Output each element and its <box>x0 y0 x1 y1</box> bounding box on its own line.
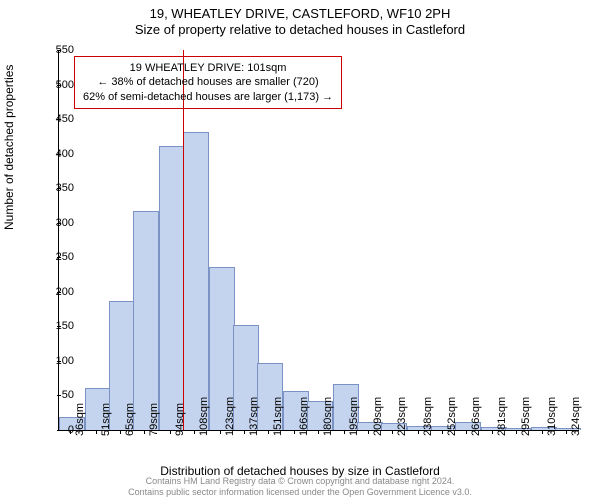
y-axis-label: Number of detached properties <box>2 65 16 230</box>
annotation-line2: ← 38% of detached houses are smaller (72… <box>83 75 333 89</box>
chart-subtitle: Size of property relative to detached ho… <box>0 21 600 37</box>
xtick-mark <box>268 430 269 434</box>
xtick-mark <box>442 430 443 434</box>
chart-container: 19, WHEATLEY DRIVE, CASTLEFORD, WF10 2PH… <box>0 0 600 500</box>
xtick-label: 295sqm <box>520 397 532 436</box>
xtick-label: 266sqm <box>470 397 482 436</box>
footer-attribution: Contains HM Land Registry data © Crown c… <box>0 476 600 498</box>
ytick-mark <box>57 395 61 396</box>
xtick-label: 209sqm <box>372 397 384 436</box>
xtick-mark <box>194 430 195 434</box>
xtick-mark <box>516 430 517 434</box>
ytick-label: 500 <box>34 79 74 91</box>
xtick-mark <box>70 430 71 434</box>
xtick-mark <box>542 430 543 434</box>
chart-title: 19, WHEATLEY DRIVE, CASTLEFORD, WF10 2PH <box>0 0 600 21</box>
ytick-mark <box>57 257 61 258</box>
ytick-label: 550 <box>34 44 74 56</box>
ytick-label: 300 <box>34 217 74 229</box>
ytick-label: 100 <box>34 355 74 367</box>
ytick-mark <box>57 50 61 51</box>
ytick-label: 250 <box>34 251 74 263</box>
histogram-bar <box>183 132 210 430</box>
histogram-bar <box>159 146 186 430</box>
xtick-mark <box>170 430 171 434</box>
xtick-mark <box>466 430 467 434</box>
xtick-mark <box>120 430 121 434</box>
ytick-label: 50 <box>34 389 74 401</box>
xtick-label: 281sqm <box>496 397 508 436</box>
xtick-mark <box>344 430 345 434</box>
xtick-mark <box>418 430 419 434</box>
xtick-label: 238sqm <box>422 397 434 436</box>
xtick-label: 36sqm <box>74 403 86 436</box>
xtick-mark <box>368 430 369 434</box>
ytick-label: 450 <box>34 113 74 125</box>
xtick-label: 108sqm <box>198 397 210 436</box>
ytick-mark <box>57 119 61 120</box>
ytick-mark <box>57 85 61 86</box>
ytick-mark <box>57 223 61 224</box>
ytick-label: 0 <box>34 424 74 436</box>
ytick-label: 350 <box>34 182 74 194</box>
xtick-mark <box>294 430 295 434</box>
xtick-label: 310sqm <box>546 397 558 436</box>
xtick-label: 223sqm <box>396 397 408 436</box>
xtick-label: 65sqm <box>124 403 136 436</box>
ytick-mark <box>57 326 61 327</box>
histogram-bar <box>133 211 160 430</box>
xtick-mark <box>492 430 493 434</box>
xtick-label: 180sqm <box>322 397 334 436</box>
ytick-label: 400 <box>34 148 74 160</box>
xtick-mark <box>318 430 319 434</box>
footer-line2: Contains public sector information licen… <box>0 487 600 498</box>
ytick-mark <box>57 188 61 189</box>
xtick-label: 151sqm <box>272 397 284 436</box>
xtick-mark <box>220 430 221 434</box>
xtick-label: 94sqm <box>174 403 186 436</box>
xtick-label: 79sqm <box>148 403 160 436</box>
ytick-mark <box>57 430 61 431</box>
xtick-label: 252sqm <box>446 397 458 436</box>
ytick-label: 200 <box>34 286 74 298</box>
xtick-label: 195sqm <box>348 397 360 436</box>
xtick-mark <box>566 430 567 434</box>
ytick-mark <box>57 292 61 293</box>
ytick-mark <box>57 361 61 362</box>
xtick-label: 166sqm <box>298 397 310 436</box>
xtick-label: 137sqm <box>248 397 260 436</box>
ytick-label: 150 <box>34 320 74 332</box>
xtick-mark <box>392 430 393 434</box>
footer-line1: Contains HM Land Registry data © Crown c… <box>0 476 600 487</box>
annotation-box: 19 WHEATLEY DRIVE: 101sqm← 38% of detach… <box>74 56 342 109</box>
ytick-mark <box>57 154 61 155</box>
xtick-mark <box>144 430 145 434</box>
plot-area: 19 WHEATLEY DRIVE: 101sqm← 38% of detach… <box>58 50 579 431</box>
xtick-mark <box>96 430 97 434</box>
xtick-label: 51sqm <box>100 403 112 436</box>
xtick-label: 123sqm <box>224 397 236 436</box>
xtick-label: 324sqm <box>570 397 582 436</box>
annotation-line1: 19 WHEATLEY DRIVE: 101sqm <box>83 61 333 75</box>
xtick-mark <box>244 430 245 434</box>
annotation-line3: 62% of semi-detached houses are larger (… <box>83 90 333 104</box>
